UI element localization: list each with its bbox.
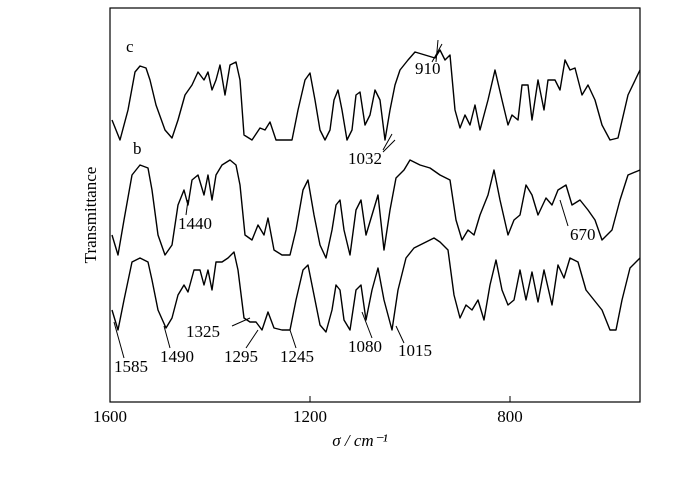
y-axis-label: Transmittance (81, 167, 100, 264)
annotation: 1325 (186, 322, 220, 341)
leader-line (113, 321, 125, 359)
leader-line (559, 199, 569, 227)
leader-line (231, 317, 251, 327)
x-tick-label: 800 (497, 407, 523, 426)
x-axis-label: σ / cm⁻¹ (332, 431, 388, 450)
annotation: 1490 (160, 347, 194, 366)
spectrum-line (111, 49, 641, 141)
annotations: c b 910 1032 1440 670 1325 1295 1245 108… (113, 37, 596, 376)
annotation: 910 (415, 59, 441, 78)
leader-line (382, 133, 396, 153)
leader-line (361, 311, 373, 339)
curve-label: c (126, 37, 134, 56)
annotation: 1295 (224, 347, 258, 366)
leader-line (163, 325, 171, 349)
annotation: 1245 (280, 347, 314, 366)
spectrum-line (111, 237, 641, 333)
x-tick-label: 1200 (293, 407, 327, 426)
spectrum-line (111, 159, 641, 259)
annotation: 670 (570, 225, 596, 244)
leader-line (395, 325, 405, 344)
annotation: 1015 (398, 341, 432, 360)
annotation: 1032 (348, 149, 382, 168)
plot-frame (109, 7, 641, 403)
leader-line (431, 39, 443, 63)
leader-line (289, 329, 297, 349)
annotation: 1440 (178, 214, 212, 233)
annotation: 1585 (114, 357, 148, 376)
leader-line (245, 329, 259, 349)
curve-label: b (133, 139, 142, 158)
annotation: 1080 (348, 337, 382, 356)
x-tick-label: 1600 (93, 407, 127, 426)
